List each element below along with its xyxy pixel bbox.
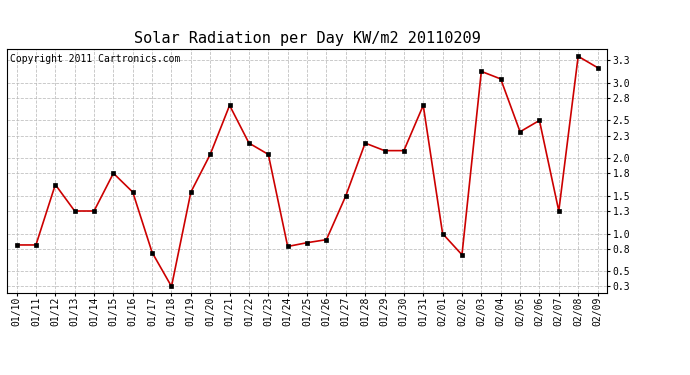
Text: Copyright 2011 Cartronics.com: Copyright 2011 Cartronics.com (10, 54, 180, 64)
Title: Solar Radiation per Day KW/m2 20110209: Solar Radiation per Day KW/m2 20110209 (134, 31, 480, 46)
